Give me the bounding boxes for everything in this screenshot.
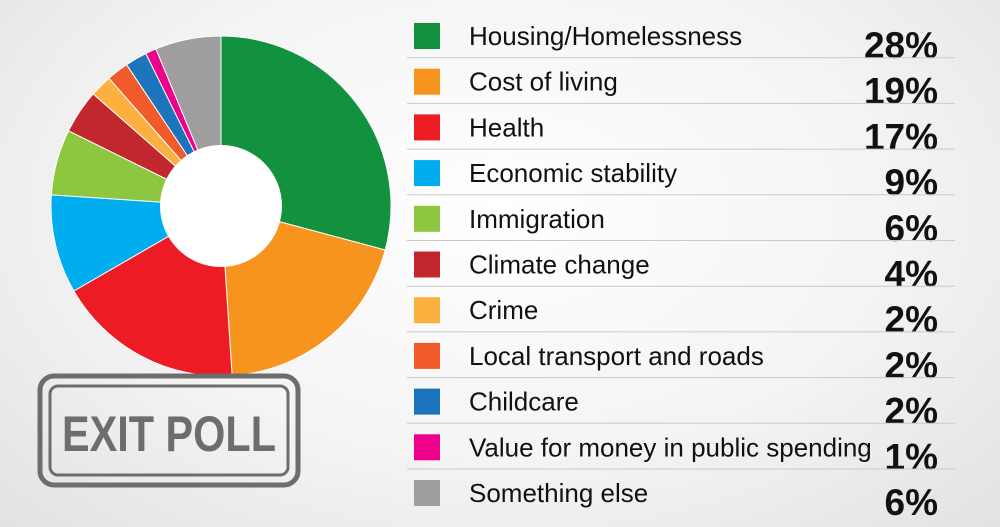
legend-label: Health — [469, 112, 544, 142]
legend-value: 2% — [885, 391, 938, 432]
legend-label: Cost of living — [469, 67, 618, 97]
legend-label: Local transport and roads — [469, 341, 764, 371]
legend-label: Childcare — [469, 387, 579, 417]
legend-item-crime: Crime 2% — [407, 295, 955, 340]
legend-item-climate-change: Climate change 4% — [407, 250, 955, 295]
legend-label: Climate change — [469, 250, 650, 280]
legend-swatch — [414, 23, 440, 49]
legend-label: Value for money in public spending — [469, 432, 872, 462]
legend-label: Economic stability — [469, 158, 677, 188]
legend-item-local-transport-and-roads: Local transport and roads 2% — [407, 341, 955, 386]
exit-poll-stamp: EXIT POLL — [37, 373, 301, 488]
legend-swatch — [414, 68, 440, 95]
legend-value: 2% — [885, 345, 938, 386]
legend-value: 6% — [885, 208, 938, 249]
legend-value: 19% — [864, 71, 938, 112]
legend-item-health: Health 17% — [407, 112, 955, 157]
legend: Housing/Homelessness 28% Cost of living 19%… — [407, 21, 955, 523]
legend-value: 9% — [885, 162, 938, 203]
legend-swatch — [414, 297, 440, 324]
legend-label: Housing/Homelessness — [469, 21, 742, 51]
legend-value: 2% — [885, 299, 938, 340]
legend-label: Something else — [469, 478, 648, 508]
legend-item-value-for-money-in-public-spending: Value for money in public spending 1% — [407, 432, 955, 477]
legend-value: 1% — [885, 436, 938, 477]
legend-swatch — [414, 388, 440, 415]
stamp-text: EXIT POLL — [62, 406, 276, 462]
legend-swatch — [414, 160, 440, 187]
legend-item-childcare: Childcare 2% — [407, 387, 955, 432]
legend-value: 17% — [864, 116, 938, 157]
legend-item-housing-homelessness: Housing/Homelessness 28% — [407, 21, 955, 66]
legend-item-cost-of-living: Cost of living 19% — [407, 67, 955, 112]
legend-item-economic-stability: Economic stability 9% — [407, 158, 955, 203]
stamp-inner-border — [48, 384, 290, 477]
legend-swatch — [414, 480, 440, 506]
legend-label: Immigration — [469, 204, 605, 234]
legend-value: 28% — [864, 25, 938, 66]
donut-hole — [160, 145, 282, 267]
legend-value: 4% — [885, 254, 938, 295]
legend-swatch — [414, 251, 440, 278]
legend-swatch — [414, 205, 440, 232]
legend-swatch — [414, 434, 440, 461]
stamp-outer-border — [37, 373, 301, 488]
legend-swatch — [414, 114, 440, 141]
legend-item-something-else: Something else 6% — [414, 478, 938, 523]
legend-value: 6% — [885, 482, 938, 523]
legend-item-immigration: Immigration 6% — [407, 204, 955, 249]
legend-swatch — [414, 342, 440, 369]
legend-label: Crime — [469, 295, 538, 325]
